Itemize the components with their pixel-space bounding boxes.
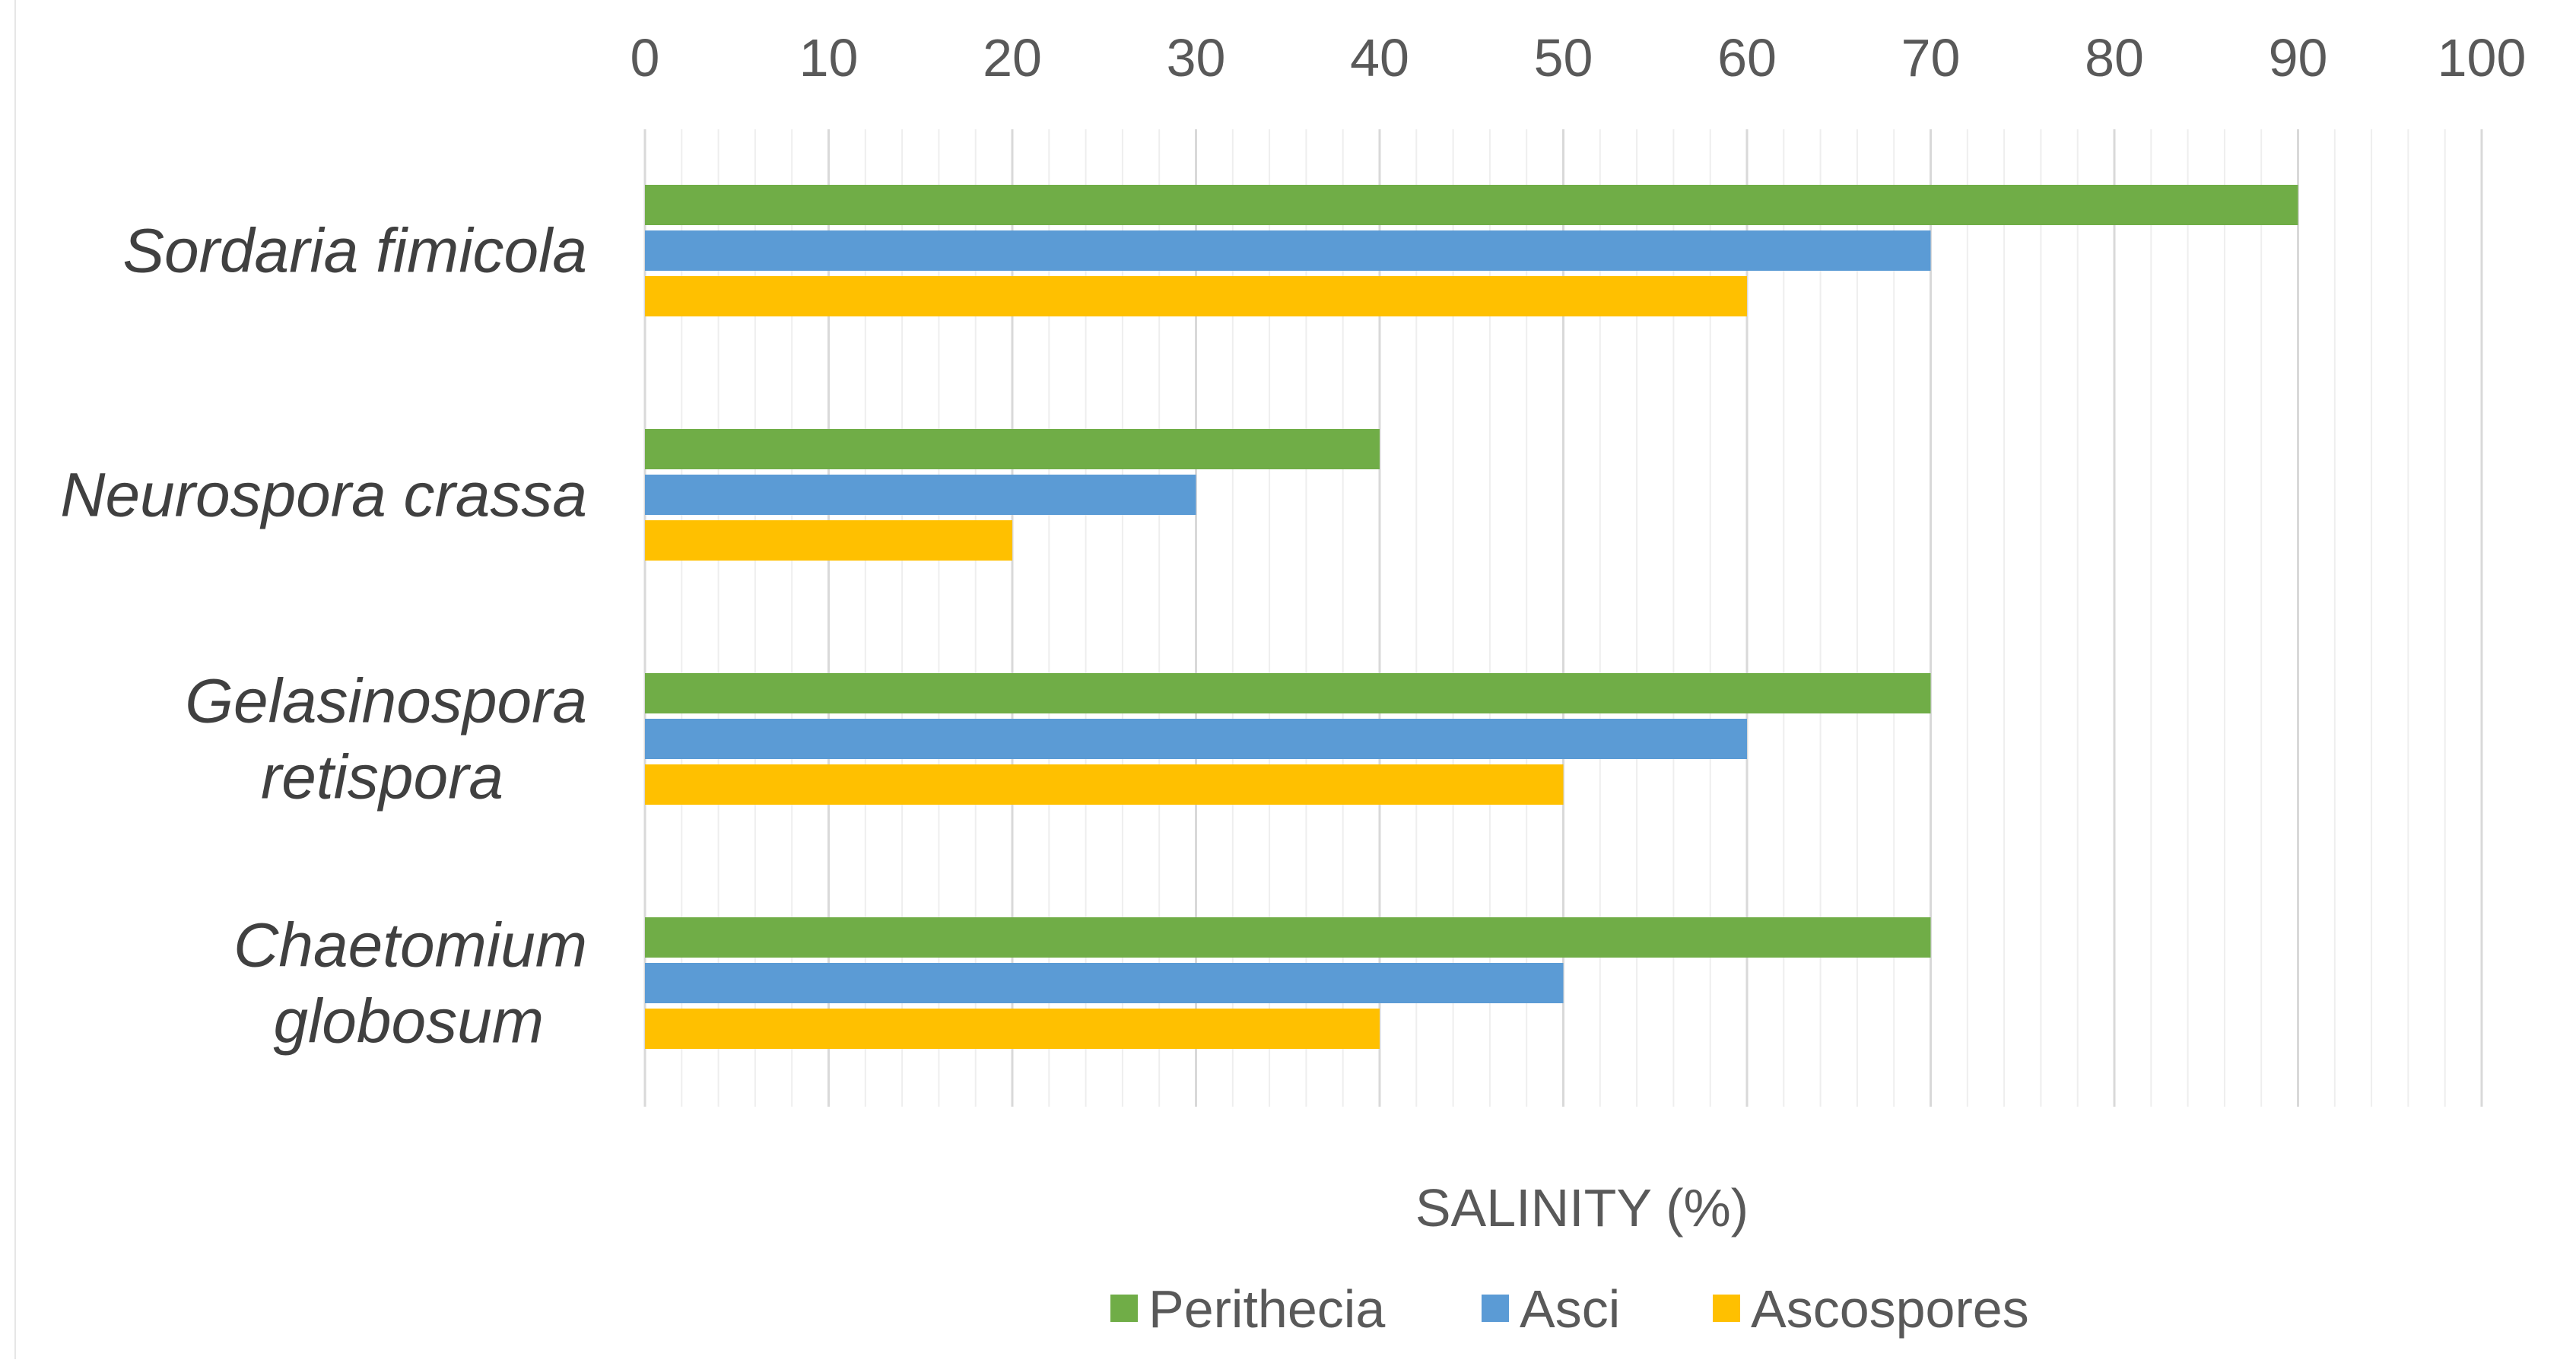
- x-tick-label: 70: [1901, 28, 1961, 87]
- bar-asci: [645, 963, 1564, 1003]
- bar-ascospores: [645, 276, 1747, 316]
- x-tick-label: 40: [1350, 28, 1409, 87]
- x-tick-label: 50: [1534, 28, 1593, 87]
- category-label: Neurospora crassa: [60, 461, 587, 530]
- bar-ascospores: [645, 1009, 1380, 1049]
- x-tick-label: 20: [983, 28, 1042, 87]
- bar-perithecia: [645, 429, 1380, 469]
- x-tick-label: 90: [2269, 28, 2328, 87]
- x-tick-labels: 0 10 20 30 40 50 60 70 80 90 100: [631, 28, 2527, 87]
- category-labels: Sordaria fimicola Neurospora crassa Gelasi…: [60, 217, 587, 1056]
- x-tick-label: 80: [2085, 28, 2144, 87]
- bar-ascospores: [645, 764, 1564, 805]
- category-label: Chaetomium globosum: [233, 911, 587, 1056]
- x-tick-label: 60: [1717, 28, 1777, 87]
- x-tick-label: 10: [799, 28, 859, 87]
- x-tick-label: 100: [2438, 28, 2527, 87]
- x-tick-label: 0: [631, 28, 660, 87]
- bar-asci: [645, 475, 1196, 515]
- legend-label-ascospores: Ascospores: [1751, 1279, 2029, 1339]
- legend-label-perithecia: Perithecia: [1148, 1279, 1385, 1339]
- bar-perithecia: [645, 917, 1931, 958]
- category-label: Sordaria fimicola: [122, 217, 587, 286]
- legend-swatch-asci: [1482, 1295, 1509, 1322]
- x-axis-title: SALINITY (%): [1415, 1178, 1749, 1238]
- category-label: Gelasinospora retispora: [185, 667, 587, 812]
- x-tick-label: 30: [1167, 28, 1226, 87]
- legend-swatch-ascospores: [1713, 1295, 1740, 1322]
- legend-swatch-perithecia: [1110, 1295, 1138, 1322]
- bar-ascospores: [645, 520, 1012, 561]
- legend: Perithecia Asci Ascospores: [1110, 1279, 2029, 1339]
- bar-asci: [645, 230, 1931, 271]
- bars: [645, 185, 2298, 1049]
- bar-asci: [645, 719, 1747, 759]
- bar-perithecia: [645, 185, 2298, 225]
- legend-label-asci: Asci: [1520, 1279, 1620, 1339]
- bar-perithecia: [645, 673, 1931, 713]
